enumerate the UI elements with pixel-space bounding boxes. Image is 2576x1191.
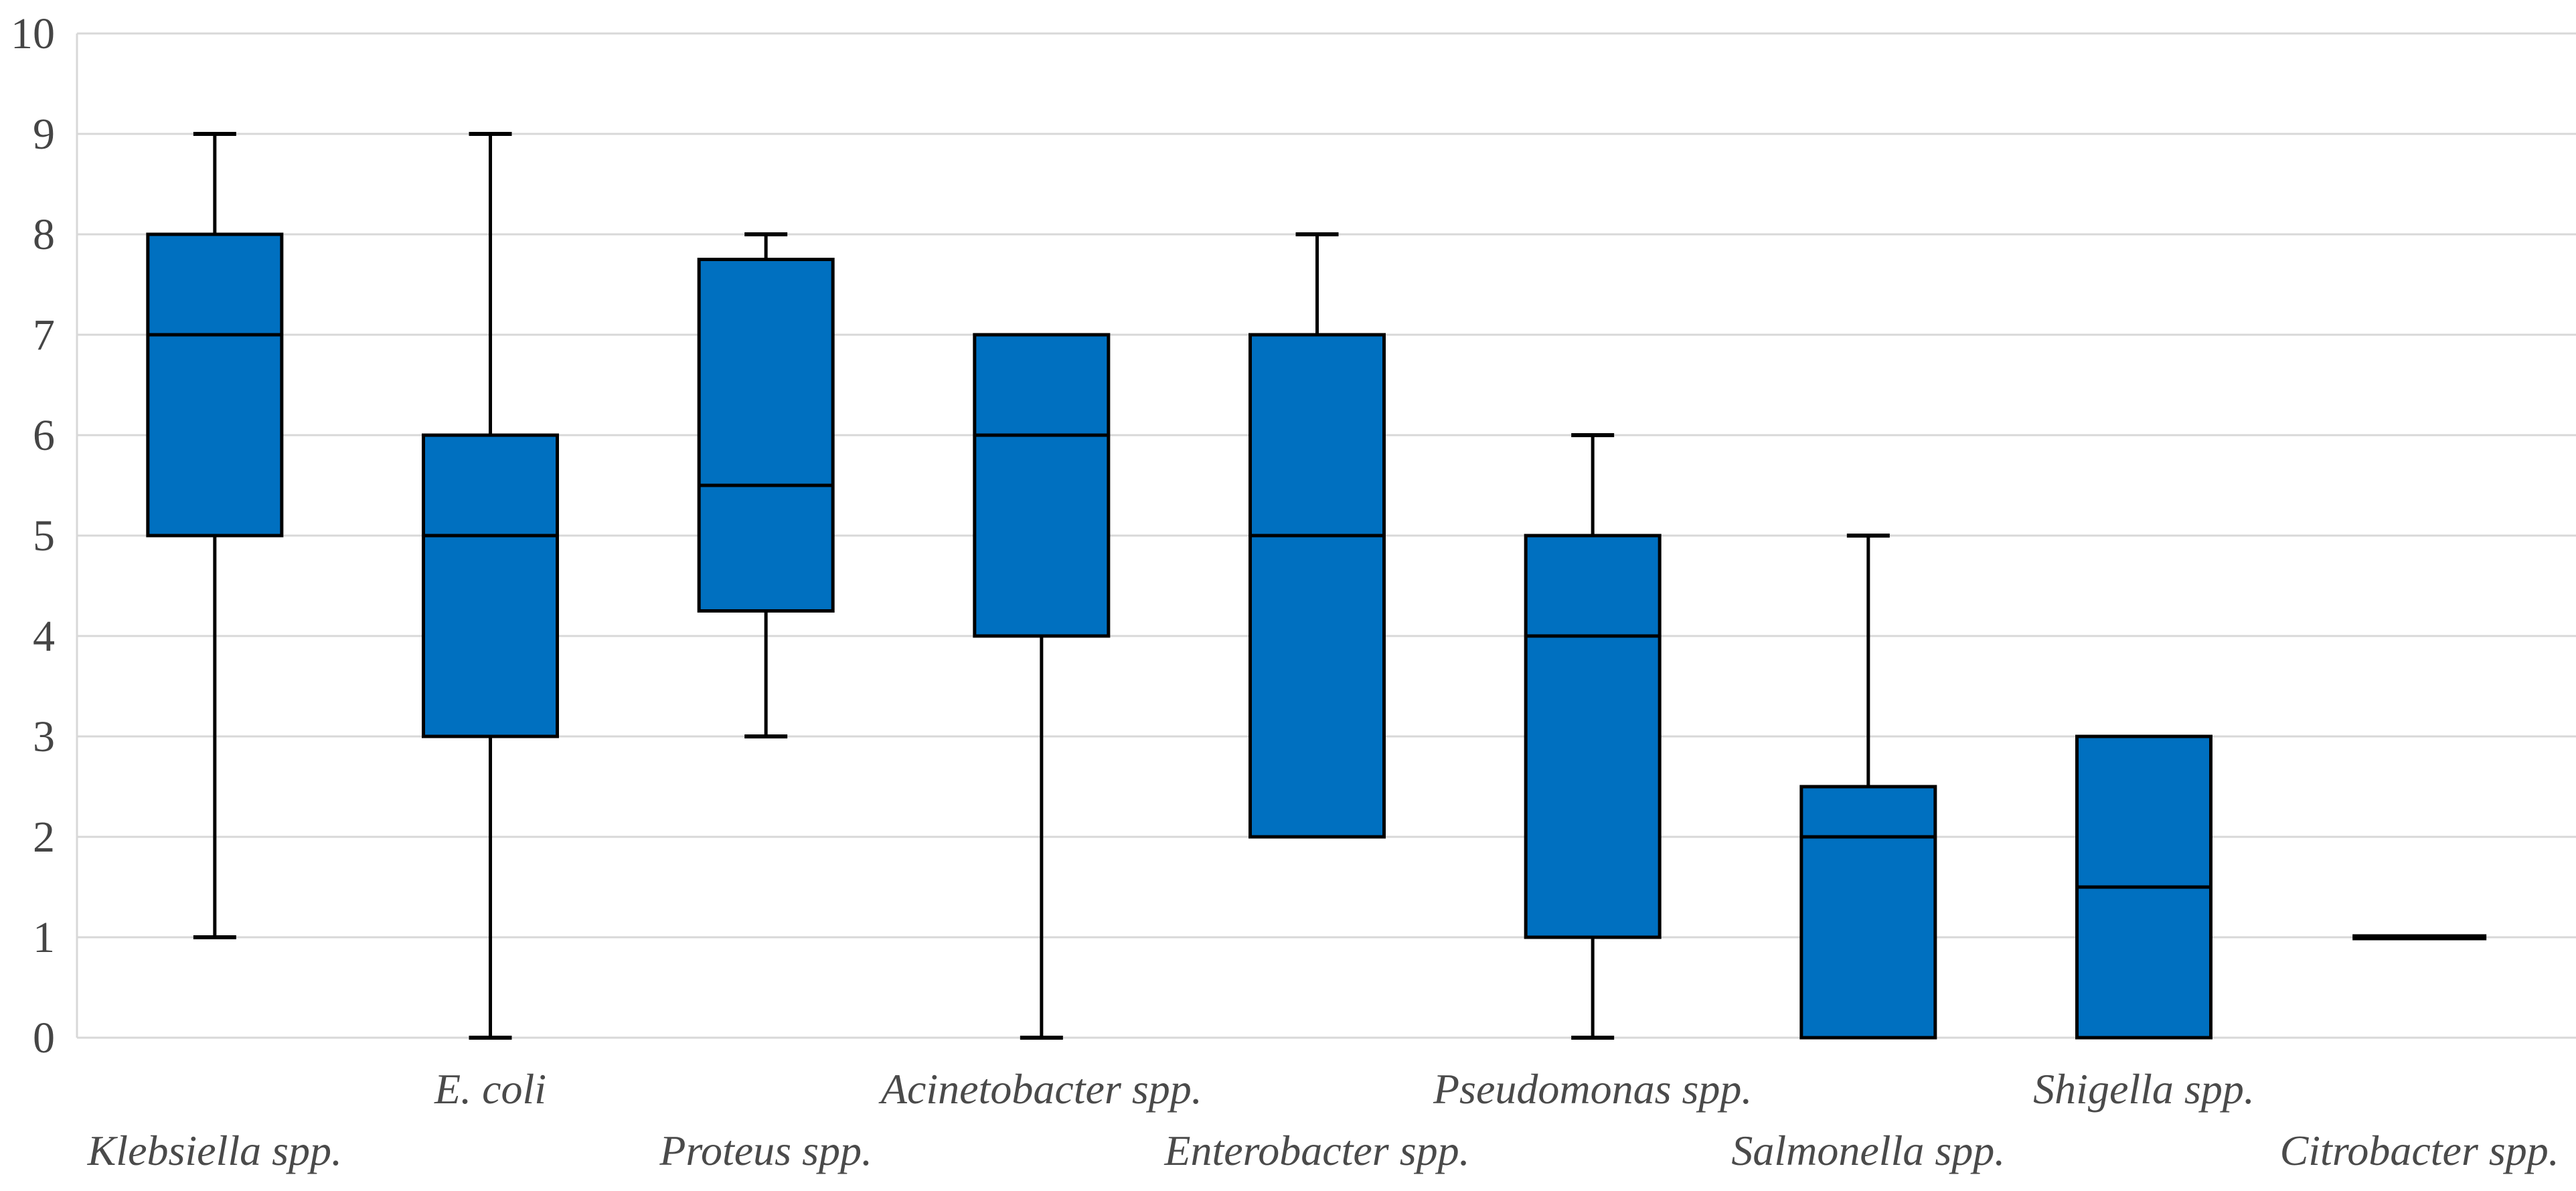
- x-category-label-enterobacter-spp: Enterobacter spp.: [1163, 1127, 1469, 1174]
- y-tick-label-9: 9: [33, 110, 55, 159]
- iqr-box: [422, 433, 559, 738]
- iqr-box: [146, 232, 284, 538]
- y-tick-label-4: 4: [33, 612, 55, 661]
- y-tick-label-8: 8: [33, 210, 55, 259]
- x-category-label-citrobacter-spp: Citrobacter spp.: [2280, 1127, 2559, 1174]
- box-series-layer: [146, 132, 2487, 1040]
- y-tick-label-10: 10: [11, 9, 55, 58]
- box-group-klebsiella-spp: [146, 132, 284, 939]
- x-category-label-e-coli: E. coli: [434, 1065, 546, 1113]
- iqr-box: [1524, 534, 1662, 939]
- x-category-label-shigella-spp: Shigella spp.: [2033, 1065, 2255, 1113]
- box-group-proteus-spp: [697, 232, 835, 738]
- box-group-salmonella-spp: [1799, 534, 1937, 1040]
- x-axis-category-labels: Klebsiella spp. E. coli Proteus spp.Acinet…: [87, 1065, 2559, 1174]
- x-category-label-proteus-spp: Proteus spp.: [659, 1127, 872, 1174]
- x-category-label-salmonella-spp: Salmonella spp.: [1731, 1127, 2005, 1174]
- box-group-pseudomonas-spp: [1524, 433, 1662, 1040]
- box-group-acinetobacter-spp: [973, 333, 1111, 1040]
- box-group-e-coli: [422, 132, 559, 1040]
- x-category-label-klebsiella-spp: Klebsiella spp.: [87, 1127, 342, 1174]
- y-tick-label-6: 6: [33, 411, 55, 460]
- y-tick-label-3: 3: [33, 712, 55, 761]
- y-tick-label-2: 2: [33, 813, 55, 862]
- y-tick-label-0: 0: [33, 1014, 55, 1062]
- y-tick-label-5: 5: [33, 511, 55, 560]
- iqr-box: [973, 333, 1111, 638]
- y-tick-label-1: 1: [33, 913, 55, 962]
- x-category-label-pseudomonas-spp: Pseudomonas spp.: [1433, 1065, 1752, 1113]
- x-category-label-acinetobacter-spp: Acinetobacter spp.: [878, 1065, 1202, 1113]
- y-tick-label-7: 7: [33, 311, 55, 360]
- box-group-shigella-spp: [2075, 734, 2212, 1040]
- iqr-box: [1249, 333, 1386, 839]
- y-axis-tick-labels: 0 1 2 3 4 5 6 7 8 9 10: [11, 9, 55, 1062]
- iqr-box: [1799, 785, 1937, 1040]
- box-group-enterobacter-spp: [1249, 232, 1386, 839]
- iqr-box: [697, 258, 835, 613]
